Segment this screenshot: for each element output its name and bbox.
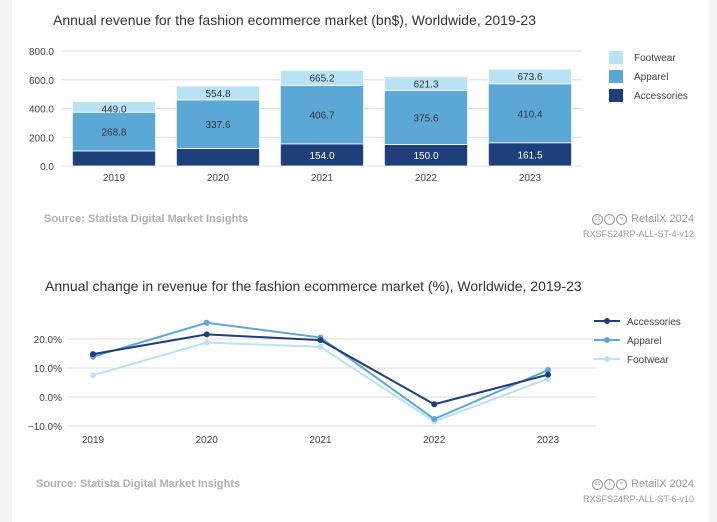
brand-1: cc i = RetailX 2024 xyxy=(591,213,694,225)
chart-code-1: RXSFS24RP-ALL-ST-4-v12 xyxy=(582,229,694,239)
cc-icon: cc xyxy=(591,478,603,490)
point-footwear xyxy=(203,339,210,346)
x-tick-label: 2019 xyxy=(103,173,126,184)
y-tick-label: 10.0% xyxy=(34,364,62,375)
data-label-total: 449.0 xyxy=(101,104,126,115)
data-label-total: 673.6 xyxy=(517,72,542,83)
x-tick-label: 2022 xyxy=(415,173,438,184)
point-accessories xyxy=(90,351,96,358)
legend-swatch-apparel xyxy=(609,70,623,83)
x-tick-label: 2023 xyxy=(519,173,542,184)
legend-marker-footwear xyxy=(604,356,610,362)
point-footwear xyxy=(317,343,324,350)
chart-code-2: RXSFS24RP-ALL-ST-6-v10 xyxy=(582,494,694,504)
cc-icon: cc xyxy=(591,213,603,225)
brand-2: cc i = RetailX 2024 xyxy=(591,478,694,490)
point-apparel xyxy=(431,416,438,423)
x-tick-label: 2021 xyxy=(309,435,332,446)
bar-segment-apparel xyxy=(487,83,572,144)
y-tick-label: 600.0 xyxy=(29,76,54,87)
x-tick-label: 2023 xyxy=(537,435,560,446)
source-text-1: Source: Statista Digital Market Insights xyxy=(44,213,249,225)
legend-marker-apparel xyxy=(604,337,610,343)
point-accessories xyxy=(317,337,324,344)
nd-icon: = xyxy=(615,213,627,225)
legend-marker-accessories xyxy=(604,318,610,324)
y-tick-label: 400.0 xyxy=(29,105,54,116)
data-label-apparel: 375.6 xyxy=(413,113,438,124)
by-icon: i xyxy=(603,213,615,225)
legend-label-accessories: Accessories xyxy=(634,91,688,102)
legend-label-accessories: Accessories xyxy=(627,317,681,328)
brand-label-2: RetailX 2024 xyxy=(631,478,694,490)
y-tick-label: 800.0 xyxy=(29,47,54,58)
point-accessories xyxy=(203,331,210,338)
x-tick-label: 2020 xyxy=(196,435,219,446)
line-chart: −10.0% 0.0% 10.0% 20.0% 2019 2020 2021 2022 2023… xyxy=(28,317,681,446)
by-icon: i xyxy=(603,478,615,490)
data-label-accessories: 154.0 xyxy=(309,151,334,162)
data-label-accessories: 150.0 xyxy=(413,151,438,162)
legend-label-footwear: Footwear xyxy=(634,53,676,64)
point-apparel xyxy=(545,367,551,374)
bar-segment-footwear xyxy=(72,101,156,113)
legend-label-apparel: Apparel xyxy=(627,336,661,347)
bar-segment-footwear xyxy=(279,69,364,86)
legend-label-apparel: Apparel xyxy=(634,72,668,83)
data-label-total: 621.3 xyxy=(413,80,438,91)
x-tick-label: 2020 xyxy=(207,173,230,184)
report-card: Annual revenue for the fashion ecommerce… xyxy=(12,0,709,522)
data-label-apparel: 337.6 xyxy=(205,120,230,131)
y-tick-label: 0.0% xyxy=(39,393,62,404)
data-label-apparel: 268.8 xyxy=(101,128,126,139)
legend-swatch-footwear xyxy=(609,51,623,64)
bar-segment-apparel xyxy=(72,111,156,152)
point-accessories xyxy=(431,401,438,408)
point-accessories xyxy=(545,371,551,378)
brand-label-1: RetailX 2024 xyxy=(631,213,694,225)
data-label-apparel: 406.7 xyxy=(309,111,334,122)
line-chart-title: Annual change in revenue for the fashion… xyxy=(45,278,582,294)
stacked-bar-chart: 0.0 200.0 400.0 600.0 800.0 268.8 449.0 2019 337… xyxy=(29,47,688,184)
data-label-total: 665.2 xyxy=(309,73,334,84)
bar-segment-apparel xyxy=(279,84,364,145)
data-label-accessories: 161.5 xyxy=(517,150,542,161)
legend-label-footwear: Footwear xyxy=(627,355,669,366)
bar-chart-title: Annual revenue for the fashion ecommerce… xyxy=(53,12,536,28)
source-text-2: Source: Statista Digital Market Insights xyxy=(36,478,241,490)
nd-icon: = xyxy=(615,478,627,490)
y-tick-label: −10.0% xyxy=(28,422,62,433)
y-tick-label: 0.0 xyxy=(40,162,54,173)
x-tick-label: 2022 xyxy=(423,435,446,446)
point-footwear xyxy=(90,372,96,379)
x-tick-label: 2019 xyxy=(82,435,105,446)
legend-swatch-accessories xyxy=(609,89,623,102)
data-label-total: 554.8 xyxy=(205,89,230,100)
data-label-apparel: 410.4 xyxy=(517,109,542,120)
series-line-footwear xyxy=(92,341,549,423)
bar-segment-footwear xyxy=(487,68,572,85)
bar-segment-apparel xyxy=(175,99,260,149)
bar-segment-footwear xyxy=(175,85,260,101)
bar-segment-accessories xyxy=(72,150,156,167)
bar-segment-apparel xyxy=(383,90,468,145)
point-apparel xyxy=(203,319,210,326)
y-tick-label: 200.0 xyxy=(29,133,54,144)
y-tick-label: 20.0% xyxy=(34,335,62,346)
x-tick-label: 2021 xyxy=(311,173,334,184)
bar-segment-accessories xyxy=(175,148,260,167)
bar-segment-footwear xyxy=(383,76,468,91)
